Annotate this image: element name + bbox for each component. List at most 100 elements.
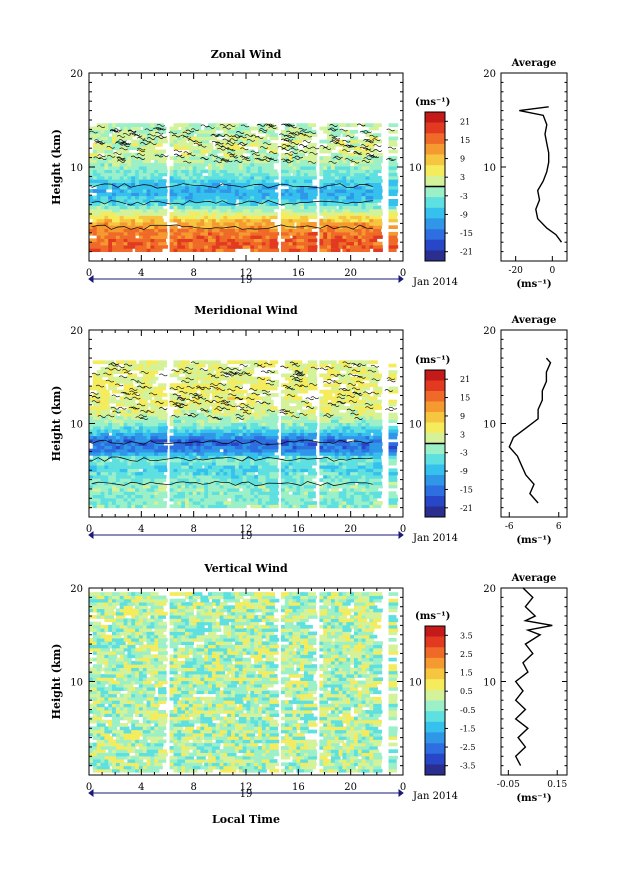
colorbar-tick-label: 9	[460, 412, 465, 421]
y-tick-label: 10	[70, 420, 83, 431]
x-tick-label: 4	[138, 524, 144, 535]
panel-title: Meridional Wind	[194, 304, 298, 317]
average-y-tick: 10	[483, 163, 496, 174]
colorbar-tick-label: -9	[460, 467, 468, 476]
average-y-tick: 10	[483, 678, 496, 689]
x-tick-label: 16	[292, 782, 305, 793]
colorbar-swatch	[425, 391, 445, 402]
x-tick-label: 0	[86, 268, 92, 279]
y-axis-ticks	[89, 587, 403, 776]
panel-vertical: Vertical Wind 10 20 10 Height (km) 0 4 8 12 16 20 0…	[50, 562, 568, 804]
colorbar-swatch	[425, 143, 445, 155]
x-tick-label: 16	[292, 268, 305, 279]
average-profile: Average 10 20 -0.05 0.15 (ms⁻¹)	[483, 573, 567, 804]
contour-bands	[91, 439, 373, 486]
panel-meridional: Meridional Wind 10 20 10 Height (km) 0 4 8 12 16 2…	[50, 304, 568, 546]
colorbar-swatch	[425, 475, 445, 486]
colorbar-swatch	[425, 464, 445, 476]
colorbar-swatch	[425, 218, 445, 230]
average-x-tick: 0	[549, 266, 555, 276]
colorbar-unit: (ms⁻¹)	[415, 97, 450, 108]
average-title: Average	[511, 315, 557, 326]
y-tick-label: 10	[70, 678, 83, 689]
colorbar-tick-label: 15	[460, 394, 470, 403]
average-title: Average	[511, 58, 557, 69]
average-y-tick: 10	[483, 420, 496, 431]
colorbar-swatch	[425, 380, 445, 392]
x-tick-label: 20	[344, 524, 357, 535]
x-tick-label: 12	[240, 268, 253, 279]
colorbar-swatch	[425, 711, 445, 722]
heatmap-cells	[89, 360, 399, 509]
colorbar-tick-label: -0.5	[460, 706, 475, 715]
colorbar-tick-label: -9	[460, 210, 468, 219]
x-tick-label: 0	[400, 268, 406, 279]
date-axis	[88, 531, 404, 539]
colorbar-swatch	[425, 197, 445, 208]
colorbar-tick-label: 2.5	[460, 650, 473, 659]
colorbar-swatch	[425, 454, 445, 465]
colorbar-tick-label: 9	[460, 155, 465, 164]
date-label: Jan 2014	[412, 791, 458, 802]
date-axis	[88, 275, 404, 283]
average-x-tick: -20	[508, 266, 523, 276]
date-tick-label: 19	[240, 789, 253, 800]
date-tick-label: 19	[240, 275, 253, 286]
average-line	[519, 106, 563, 243]
colorbar-swatch	[425, 122, 445, 134]
colorbar-tick-label: 3	[460, 173, 465, 182]
colorbar-swatch	[425, 636, 445, 648]
colorbar-tick-label: 3	[460, 430, 465, 439]
colorbar: 21 15 9 3 -3 -9 -15 -21	[424, 369, 473, 518]
y-axis-ticks	[89, 329, 403, 518]
colorbar-swatch	[425, 485, 445, 497]
colorbar-tick-label: 3.5	[460, 631, 473, 640]
colorbar-swatch	[425, 496, 445, 507]
colorbar-tick-label: -3	[460, 192, 468, 201]
colorbar-tick-label: -15	[460, 229, 473, 238]
colorbar-frame	[424, 625, 446, 776]
x-tick-label: 0	[86, 782, 92, 793]
y-axis-label: Height (km)	[50, 644, 63, 720]
colorbar-swatch	[425, 764, 445, 776]
colorbar-swatch	[425, 657, 445, 669]
x-axis-ticks	[88, 330, 404, 517]
date-axis	[88, 789, 404, 797]
colorbar-tick-label: -15	[460, 485, 473, 494]
y-axis-label: Height (km)	[50, 386, 63, 462]
average-frame	[500, 72, 568, 262]
y-tick-label: 20	[70, 326, 83, 337]
y-tick-label: 20	[70, 69, 83, 80]
x-tick-label: 16	[292, 524, 305, 535]
colorbar-swatch	[425, 668, 445, 680]
colorbar-swatch	[425, 229, 445, 240]
colorbar-swatch	[425, 239, 445, 251]
colorbar-swatch	[425, 721, 445, 733]
x-tick-label: 20	[344, 268, 357, 279]
colorbar-swatch	[425, 753, 445, 765]
y-tick-label: 10	[409, 163, 422, 174]
colorbar-swatch	[425, 370, 445, 381]
average-y-tick: 20	[483, 584, 496, 595]
colorbar-unit: (ms⁻¹)	[415, 611, 450, 622]
colorbar-tick-label: 0.5	[460, 687, 473, 696]
average-y-tick: 20	[483, 326, 496, 337]
x-tick-label: 0	[86, 524, 92, 535]
heatmap-cells	[89, 592, 399, 773]
panel-zonal: Zonal Wind 10 20 10 Height (km) 0 4 8 12 16 20 0 19 J…	[50, 48, 568, 290]
colorbar-swatch	[425, 422, 445, 434]
x-tick-label: 0	[400, 524, 406, 535]
colorbar-tick-label: 1.5	[460, 669, 473, 678]
colorbar-swatch	[425, 626, 445, 637]
colorbar-tick-label: -1.5	[460, 724, 475, 733]
contour-lines	[89, 123, 397, 164]
average-unit: (ms⁻¹)	[516, 279, 551, 290]
y-tick-label: 10	[409, 420, 422, 431]
average-profile: Average 10 20 -20 0 (ms⁻¹)	[483, 58, 568, 290]
y-axis-ticks	[89, 72, 403, 262]
colorbar-swatch	[425, 743, 445, 754]
x-axis-ticks	[88, 588, 404, 775]
average-unit: (ms⁻¹)	[516, 535, 551, 546]
y-tick-label: 20	[70, 584, 83, 595]
colorbar-swatch	[425, 250, 445, 262]
